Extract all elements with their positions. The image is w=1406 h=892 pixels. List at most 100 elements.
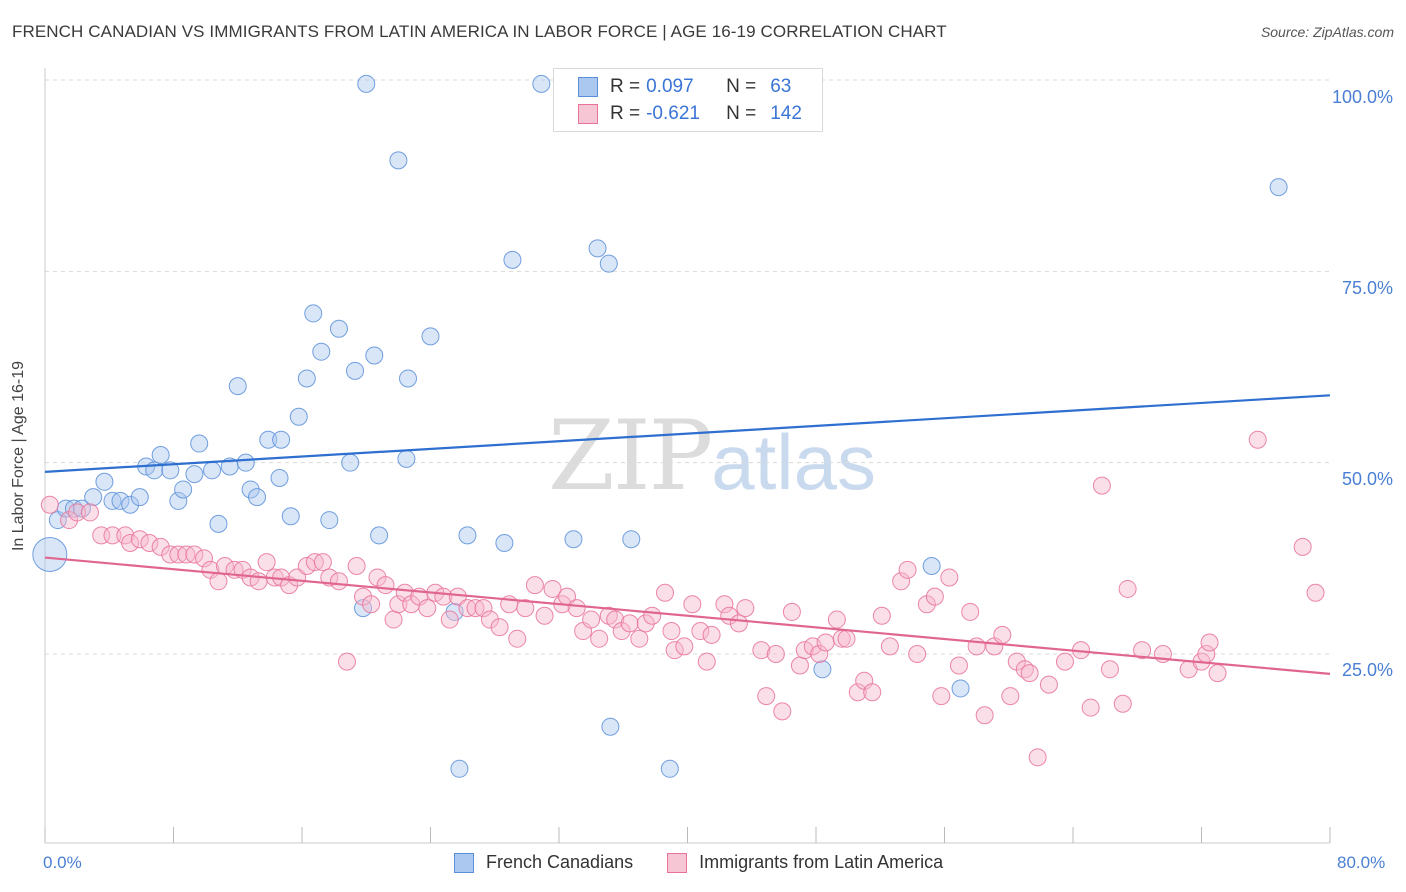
point-latin-america [480, 610, 499, 629]
point-latin-america [636, 614, 655, 633]
point-latin-america [691, 622, 710, 641]
point-latin-america [810, 645, 829, 663]
point-french-canadian [329, 319, 348, 338]
trendline-latin-america [44, 556, 1331, 675]
point-latin-america [757, 687, 776, 706]
point-french-canadian [312, 342, 331, 361]
point-french-canadian [270, 468, 289, 487]
point-latin-america [892, 572, 911, 591]
point-latin-america [1092, 476, 1111, 495]
r-label: R = [610, 103, 641, 124]
point-latin-america [790, 656, 809, 675]
point-latin-america [1293, 537, 1312, 556]
legend-item-latin-america[interactable]: Immigrants from Latin America [667, 852, 943, 873]
point-french-canadian [813, 660, 832, 679]
point-latin-america [993, 625, 1012, 644]
point-latin-america [837, 629, 856, 648]
point-french-canadian [397, 449, 416, 468]
point-latin-america [474, 599, 493, 618]
point-latin-america [715, 595, 734, 614]
point-latin-america [121, 534, 140, 553]
pink-swatch [667, 852, 688, 873]
point-french-canadian [190, 434, 209, 453]
point-french-canadian [458, 526, 477, 545]
point-french-canadian [203, 461, 222, 480]
r-value: 0.097 [646, 76, 694, 97]
point-french-canadian [130, 488, 149, 507]
point-french-canadian [601, 717, 620, 736]
point-latin-america [1208, 664, 1227, 683]
point-latin-america [508, 629, 527, 648]
point-french-canadian [161, 461, 180, 480]
point-latin-america [1028, 748, 1047, 767]
point-latin-america [1100, 660, 1119, 679]
point-latin-america [1200, 633, 1219, 652]
point-french-canadian [951, 679, 970, 698]
point-latin-america [975, 706, 994, 725]
point-latin-america [1133, 641, 1152, 660]
blue-swatch [578, 77, 598, 97]
point-latin-america [543, 579, 562, 598]
point-latin-america [683, 595, 702, 614]
point-french-canadian [922, 556, 941, 575]
watermark-atlas: atlas [711, 418, 876, 506]
point-latin-america [1001, 687, 1020, 706]
point-latin-america [675, 637, 694, 656]
point-latin-america [1020, 664, 1039, 683]
point-latin-america [1306, 583, 1325, 602]
point-latin-america [80, 503, 99, 522]
point-french-canadian [169, 491, 188, 510]
point-latin-america [440, 610, 459, 629]
point-latin-america [620, 614, 639, 633]
source-credit: Source: ZipAtlas.com [1260, 24, 1394, 40]
x-tick-label-min: 0.0% [43, 853, 82, 872]
point-french-canadian [1269, 178, 1288, 197]
point-french-canadian [236, 453, 255, 472]
point-latin-america [940, 568, 959, 587]
stats-legend: R = 0.097 N = 63 R = -0.621 N = 142 [553, 68, 823, 132]
point-latin-america [863, 683, 882, 702]
point-latin-america [151, 537, 170, 556]
point-latin-america [736, 599, 755, 618]
y-tick-label-50: 50.0% [1341, 469, 1393, 489]
point-latin-america [68, 503, 87, 522]
point-latin-america [898, 560, 917, 579]
point-french-canadian [121, 495, 140, 514]
point-latin-america [490, 618, 509, 637]
point-latin-america [320, 568, 339, 587]
point-latin-america [516, 599, 535, 618]
point-latin-america [729, 614, 748, 633]
point-french-canadian [174, 480, 193, 499]
legend-item-french-canadians[interactable]: French Canadians [454, 852, 633, 873]
point-french-canadian [622, 530, 641, 549]
point-french-canadian [281, 507, 300, 526]
point-latin-america [816, 633, 835, 652]
point-latin-america [606, 610, 625, 629]
pink-swatch [578, 104, 598, 124]
point-french-canadian [304, 304, 323, 323]
point-latin-america [185, 545, 204, 564]
point-french-canadian [370, 526, 389, 545]
point-latin-america [195, 549, 214, 568]
point-french-canadian [588, 239, 607, 258]
point-french-canadian [341, 453, 360, 472]
point-latin-america [130, 530, 149, 549]
point-latin-america [525, 576, 544, 595]
point-french-canadian [111, 491, 130, 510]
point-latin-america [389, 595, 408, 614]
point-latin-america [752, 641, 771, 660]
point-french-canadian [357, 74, 376, 93]
trendline-french-canadians [44, 394, 1331, 473]
point-latin-america [662, 622, 681, 641]
point-latin-america [665, 641, 684, 660]
point-latin-america [567, 599, 586, 618]
y-tick-label-75: 75.0% [1341, 278, 1393, 298]
point-latin-america [1081, 698, 1100, 717]
point-french-canadian [272, 430, 291, 449]
point-latin-america [880, 637, 899, 656]
point-latin-america [697, 652, 716, 671]
point-french-canadian [365, 346, 384, 365]
point-latin-america [376, 576, 395, 595]
y-axis-label: In Labor Force | Age 16-19 [10, 360, 27, 552]
